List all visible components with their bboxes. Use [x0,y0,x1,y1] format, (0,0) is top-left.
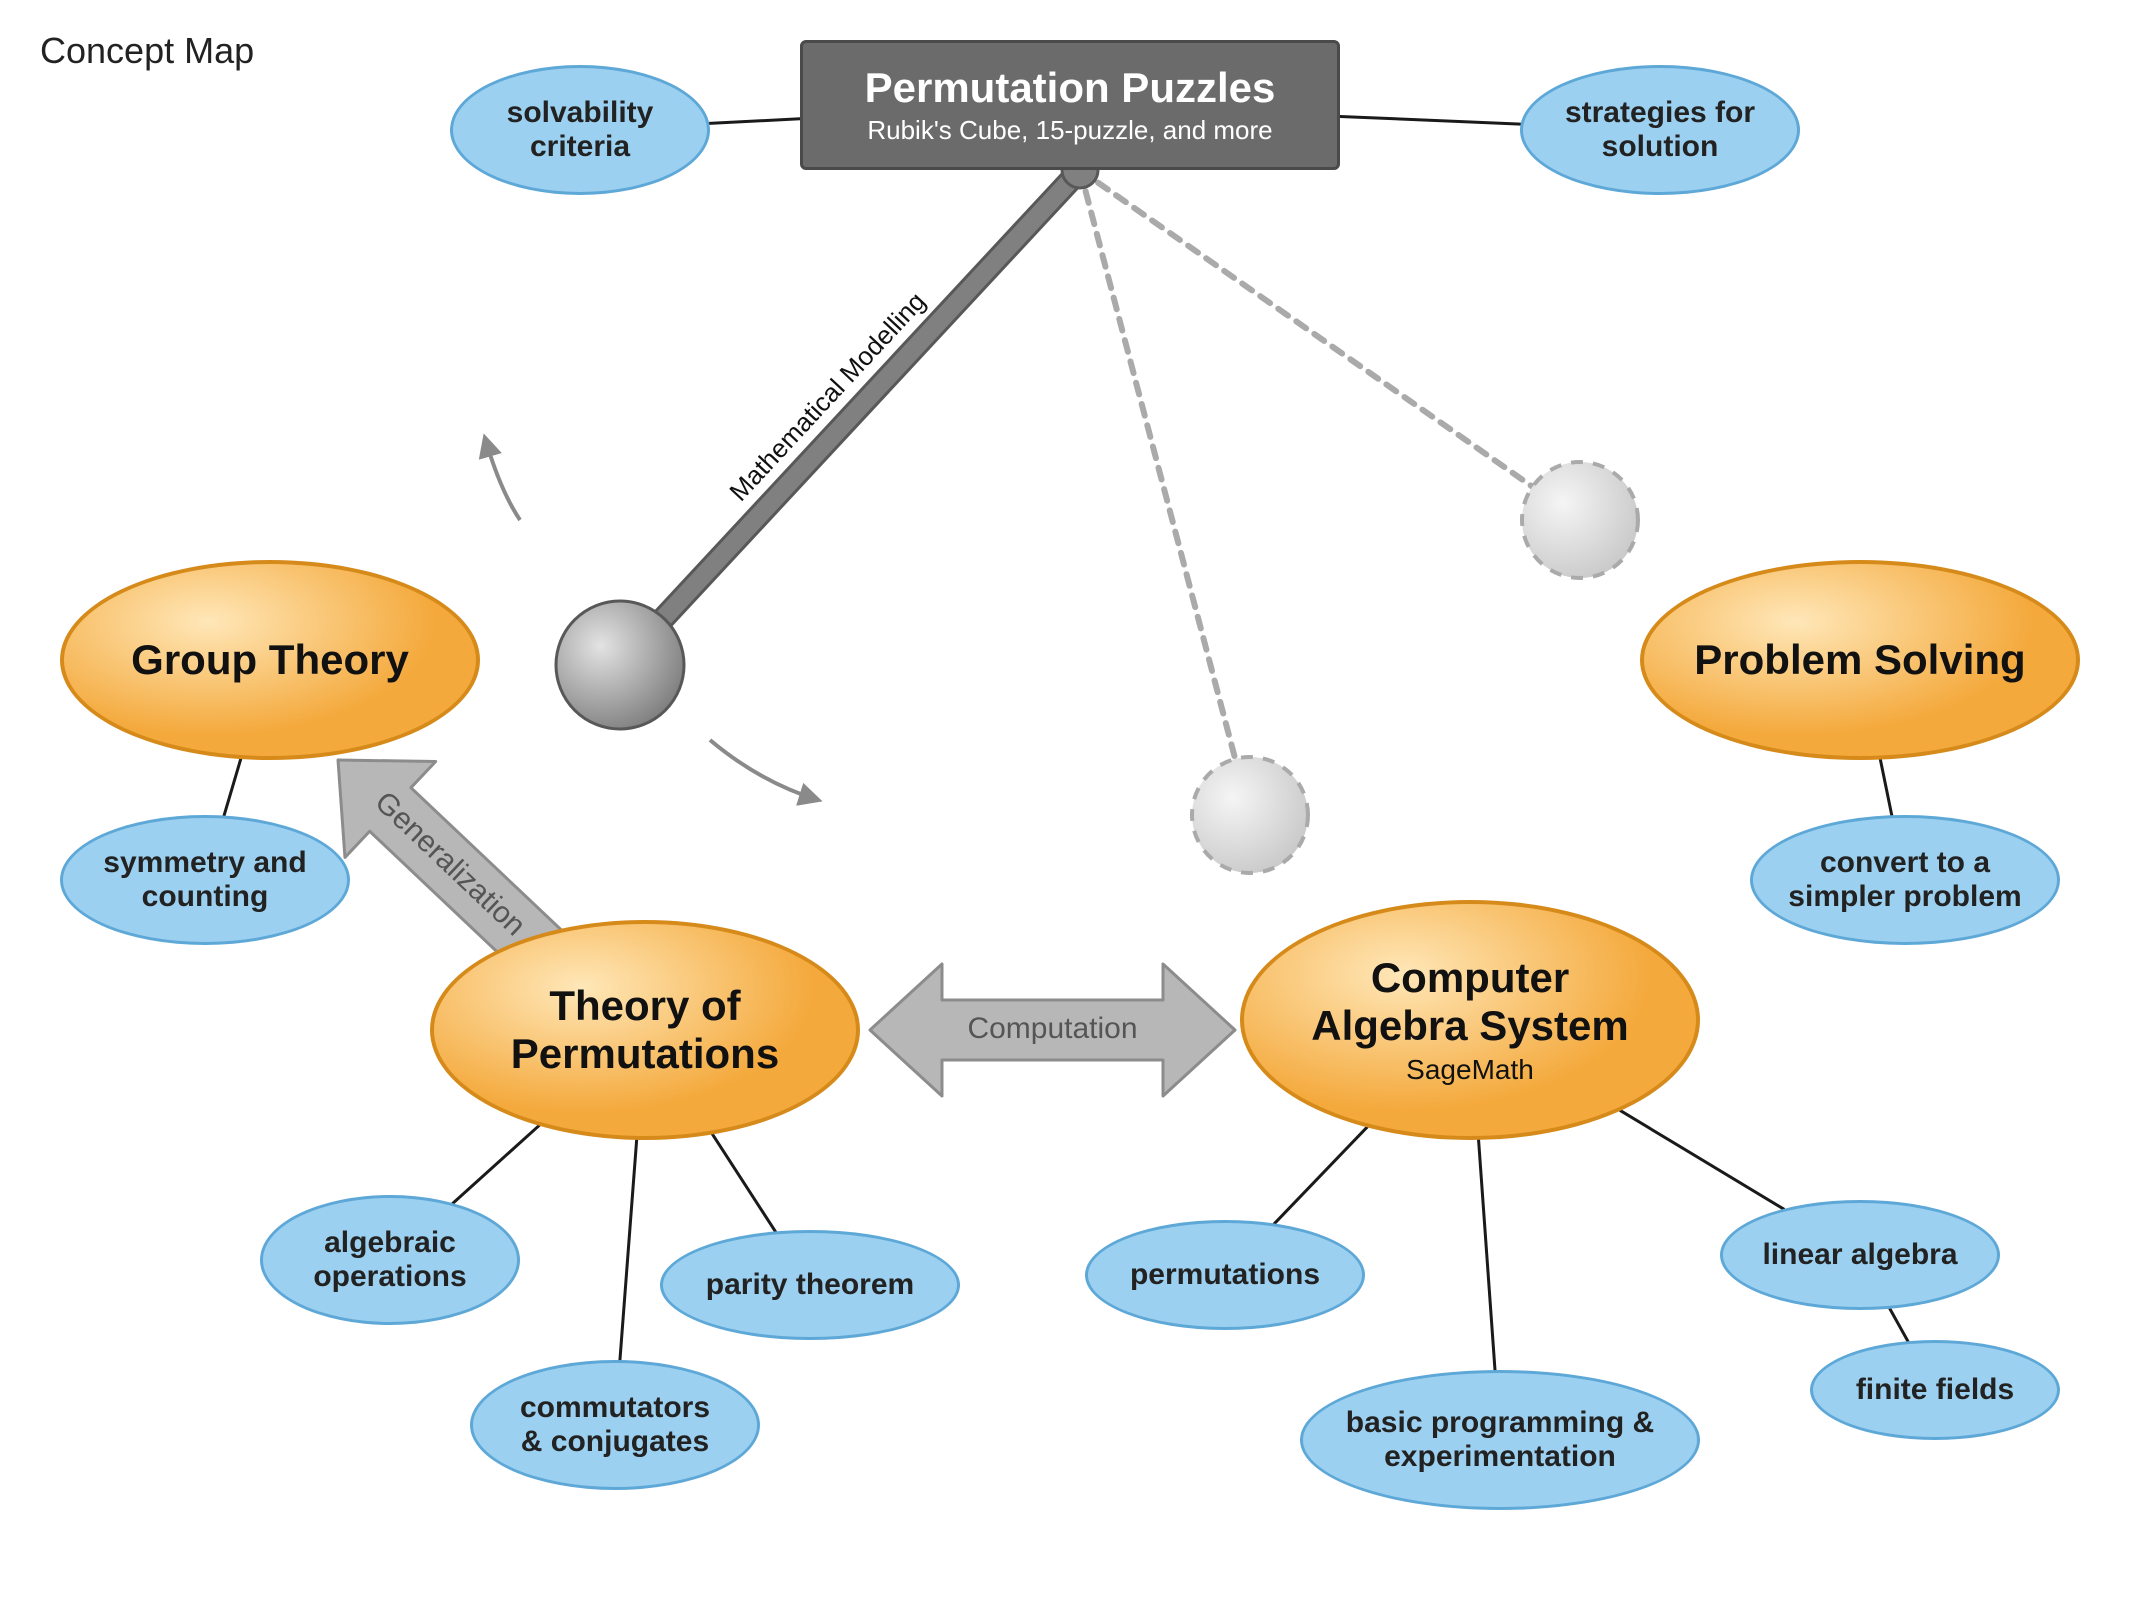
overlay-layer [0,0,2133,1600]
concept-map-stage: Concept Map Mathematical ModellingGenera… [0,0,2133,1600]
